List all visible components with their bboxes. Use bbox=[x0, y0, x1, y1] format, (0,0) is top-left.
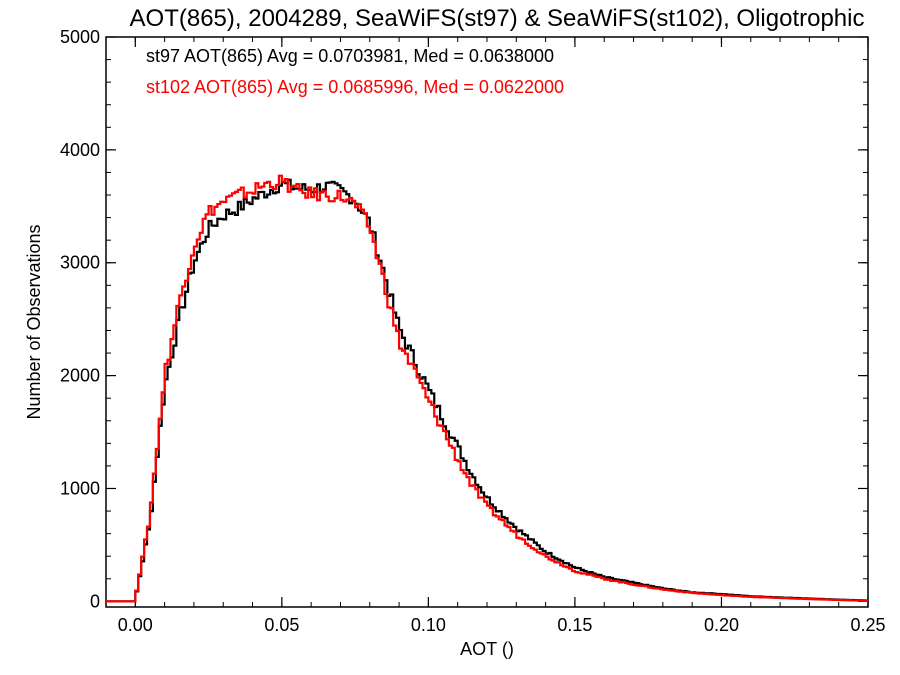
x-axis-label: AOT () bbox=[460, 639, 514, 659]
y-tick-label: 2000 bbox=[60, 366, 100, 386]
y-tick-label: 1000 bbox=[60, 478, 100, 498]
chart-title: AOT(865), 2004289, SeaWiFS(st97) & SeaWi… bbox=[130, 5, 865, 32]
x-tick-label: 0.00 bbox=[118, 615, 153, 635]
x-tick-label: 0.15 bbox=[557, 615, 592, 635]
x-tick-label: 0.20 bbox=[704, 615, 739, 635]
y-tick-label: 5000 bbox=[60, 27, 100, 47]
legend-st97: st97 AOT(865) Avg = 0.0703981, Med = 0.0… bbox=[146, 46, 554, 66]
x-tick-label: 0.10 bbox=[411, 615, 446, 635]
series-line-st97 bbox=[106, 178, 868, 603]
x-tick-label: 0.25 bbox=[850, 615, 885, 635]
x-tick-label: 0.05 bbox=[264, 615, 299, 635]
y-tick-label: 4000 bbox=[60, 140, 100, 160]
y-axis-label: Number of Observations bbox=[24, 224, 44, 419]
legend-st102: st102 AOT(865) Avg = 0.0685996, Med = 0.… bbox=[146, 77, 564, 97]
axis-ticks: 0.00 0.05 0.10 0.15 0.20 0.25 0 1000 2000 3000 400… bbox=[60, 27, 886, 635]
y-tick-label: 0 bbox=[90, 591, 100, 611]
series-line-st102 bbox=[106, 174, 868, 603]
y-tick-label: 3000 bbox=[60, 253, 100, 273]
series-group bbox=[106, 174, 868, 603]
plot-area-frame bbox=[105, 36, 869, 608]
